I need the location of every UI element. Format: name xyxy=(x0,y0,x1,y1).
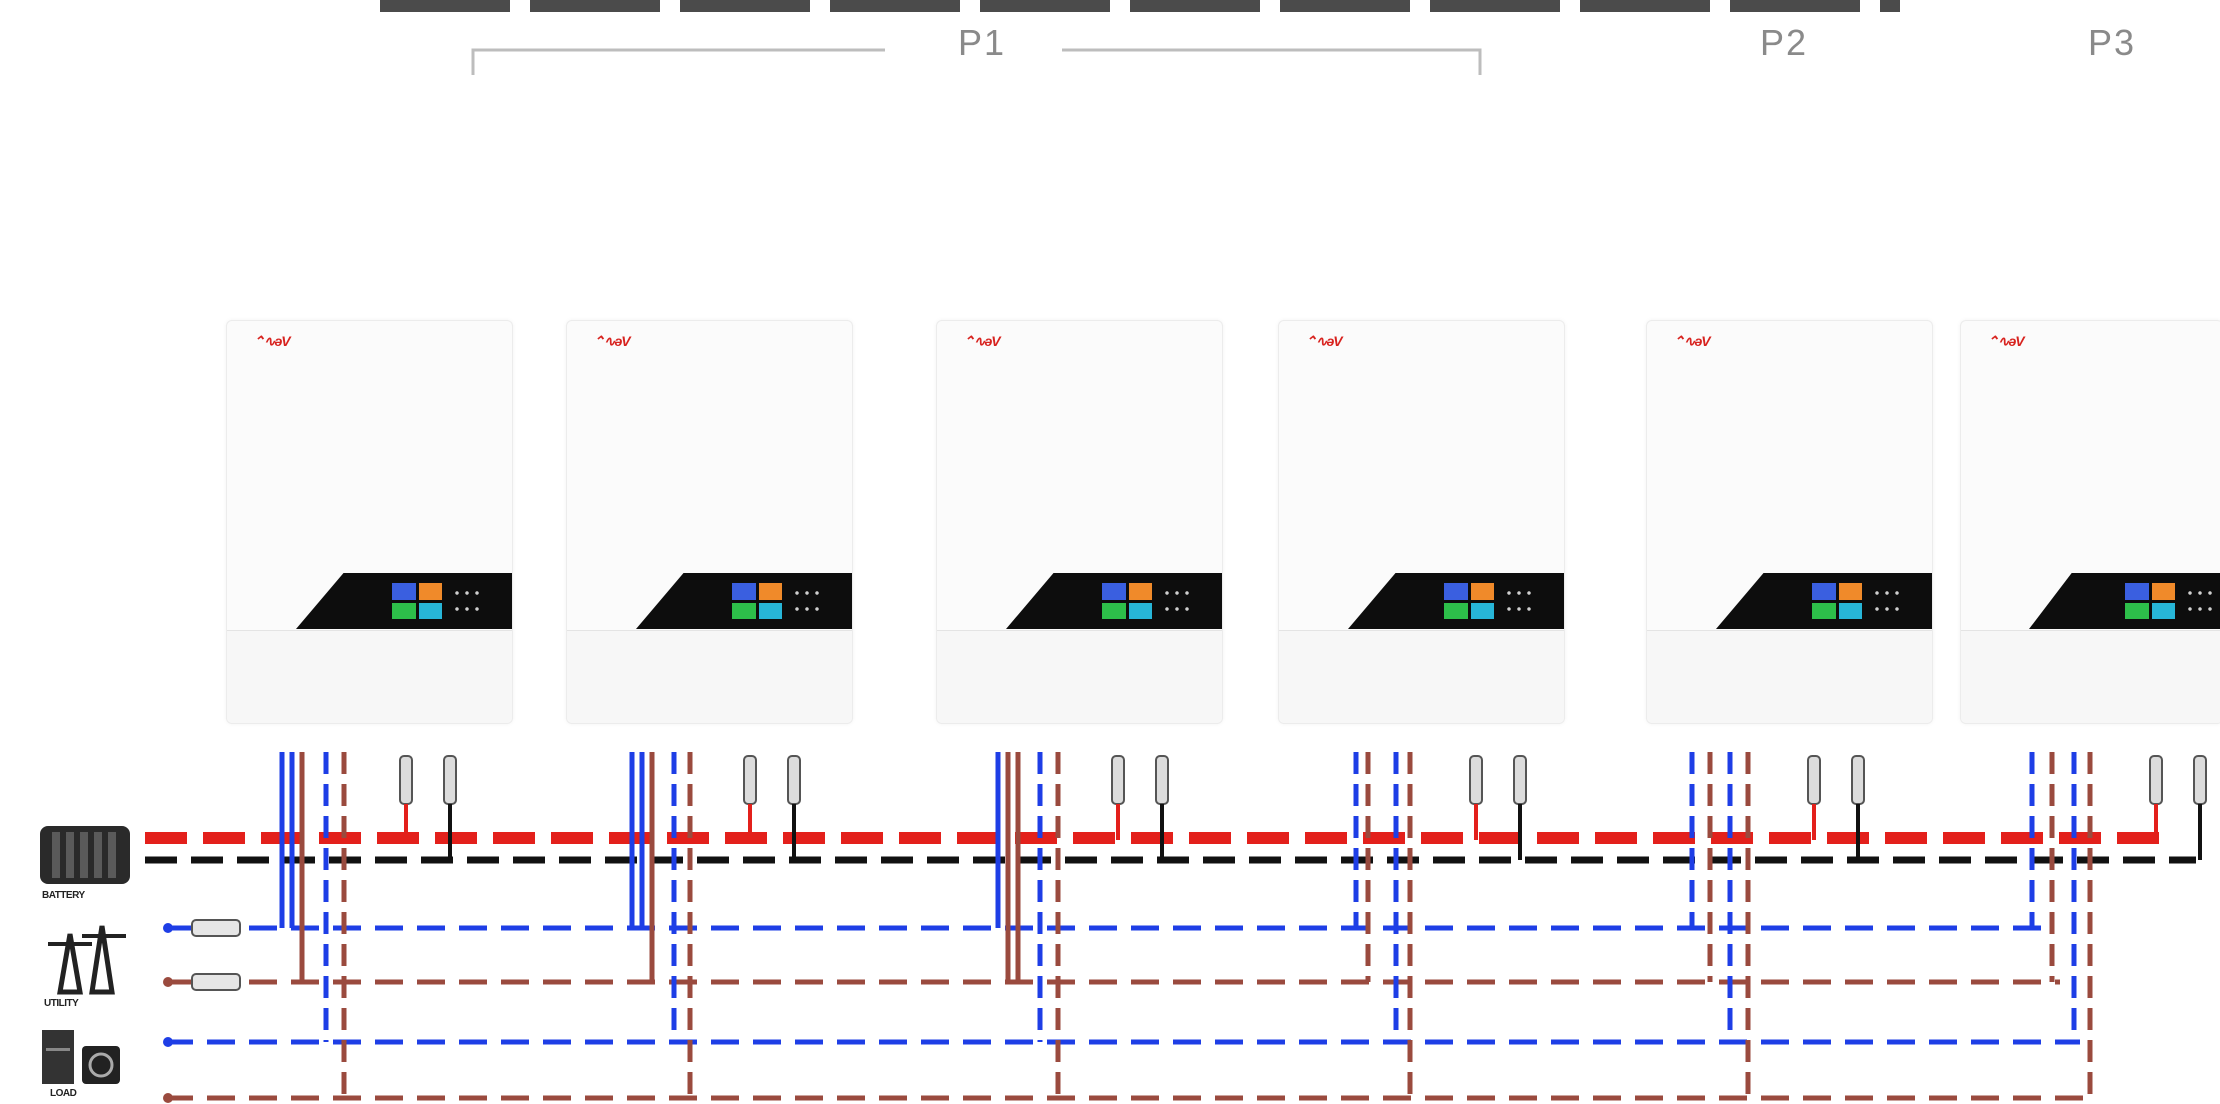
brand-logo: ⌃∿ǝV xyxy=(963,333,1001,349)
status-leds xyxy=(452,585,482,615)
battery-breakers xyxy=(399,755,2207,860)
control-panel xyxy=(1006,573,1222,629)
inverter-unit: ⌃∿ǝV xyxy=(566,320,853,724)
lcd-screen xyxy=(1444,583,1494,619)
inverter-unit: ⌃∿ǝV xyxy=(936,320,1223,724)
lcd-screen xyxy=(392,583,442,619)
status-leds xyxy=(1504,585,1534,615)
status-leds xyxy=(2185,585,2215,615)
inverter-unit: ⌃∿ǝV xyxy=(1960,320,2220,724)
inverter-unit: ⌃∿ǝV xyxy=(1278,320,1565,724)
brand-logo: ⌃∿ǝV xyxy=(593,333,631,349)
brand-logo: ⌃∿ǝV xyxy=(1305,333,1343,349)
lcd-screen xyxy=(1812,583,1862,619)
lcd-screen xyxy=(1102,583,1152,619)
battery-icon xyxy=(30,818,140,893)
load-icon xyxy=(30,1024,140,1089)
utility-caption: UTILITY xyxy=(44,998,79,1009)
lcd-screen xyxy=(732,583,782,619)
status-leds xyxy=(792,585,822,615)
load-caption: LOAD xyxy=(50,1088,77,1099)
wiring-compartment xyxy=(1961,630,2220,723)
phase-label-p2: P2 xyxy=(1760,22,1809,63)
brand-logo: ⌃∿ǝV xyxy=(1987,333,2025,349)
lcd-screen xyxy=(2125,583,2175,619)
wiring-compartment xyxy=(227,630,512,723)
status-leds xyxy=(1162,585,1192,615)
brand-logo: ⌃∿ǝV xyxy=(1673,333,1711,349)
status-leds xyxy=(1872,585,1902,615)
wiring-compartment xyxy=(937,630,1222,723)
phase-label-p1: P1 xyxy=(958,22,1007,63)
wiring-compartment xyxy=(1647,630,1932,723)
inverter-unit: ⌃∿ǝV xyxy=(226,320,513,724)
wiring-compartment xyxy=(567,630,852,723)
utility-breakers xyxy=(163,919,241,1103)
battery-caption: BATTERY xyxy=(42,890,85,901)
wiring-compartment xyxy=(1279,630,1564,723)
phase-label-p3: P3 xyxy=(2088,22,2137,63)
cropped-heading-bar xyxy=(380,0,1900,12)
phase-p1-bracket xyxy=(471,48,1482,75)
inverter-unit: ⌃∿ǝV xyxy=(1646,320,1933,724)
brand-logo: ⌃∿ǝV xyxy=(253,333,291,349)
utility-tower-icon xyxy=(30,916,140,1001)
